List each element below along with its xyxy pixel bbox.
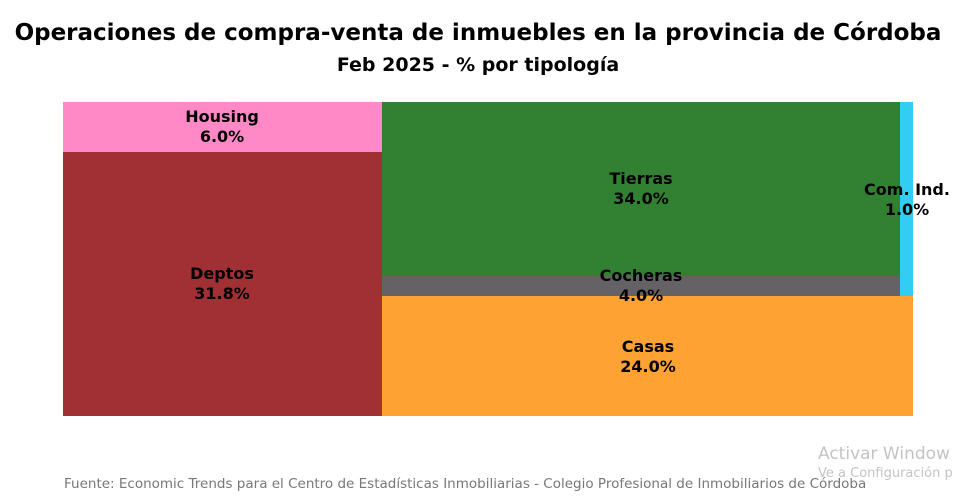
tile-label-cocheras: Cocheras bbox=[600, 266, 683, 285]
tile-label-housing: Housing bbox=[185, 107, 259, 126]
chart-title: Operaciones de compra-venta de inmuebles… bbox=[14, 20, 942, 46]
tile-label-casas: Casas bbox=[622, 337, 674, 356]
windows-activation-watermark: Activar Window Ve a Configuración p bbox=[818, 444, 953, 481]
tile-casas bbox=[382, 296, 913, 416]
tile-label-deptos: Deptos bbox=[190, 264, 254, 283]
tile-value-deptos: 31.8% bbox=[194, 284, 250, 303]
watermark-line-2: Ve a Configuración p bbox=[818, 466, 953, 481]
tile-value-housing: 6.0% bbox=[200, 127, 244, 146]
tile-cocheras bbox=[382, 276, 900, 296]
tile-housing bbox=[63, 102, 382, 152]
tile-label-com-ind: Com. Ind. bbox=[864, 180, 950, 199]
tile-value-cocheras: 4.0% bbox=[619, 286, 663, 305]
tile-value-com-ind: 1.0% bbox=[885, 200, 929, 219]
tile-value-tierras: 34.0% bbox=[613, 189, 669, 208]
tile-value-casas: 24.0% bbox=[620, 357, 676, 376]
tile-deptos bbox=[63, 152, 382, 416]
tile-com-ind bbox=[900, 102, 913, 296]
tile-label-tierras: Tierras bbox=[609, 169, 672, 188]
watermark-line-1: Activar Window bbox=[818, 444, 950, 464]
chart-subtitle: Feb 2025 - % por tipología bbox=[336, 54, 620, 76]
source-note: Fuente: Economic Trends para el Centro d… bbox=[64, 476, 867, 492]
tile-tierras bbox=[382, 102, 900, 276]
